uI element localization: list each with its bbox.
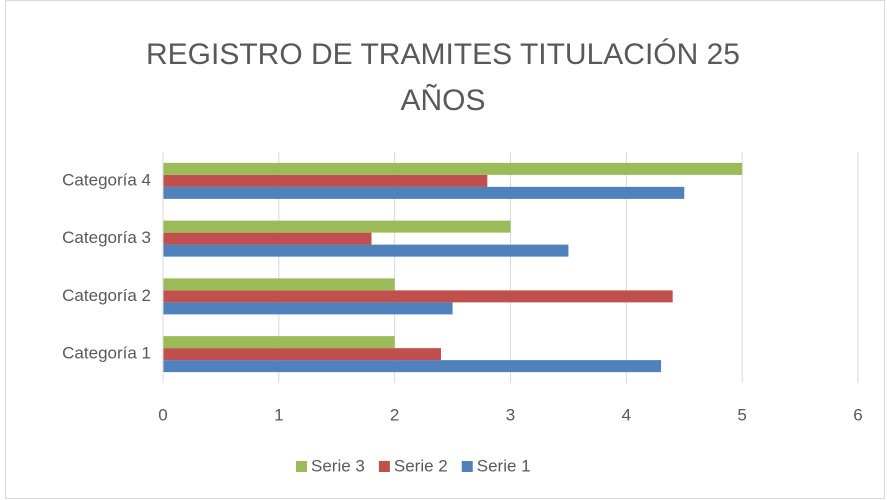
- x-tick-label: 5: [737, 405, 746, 424]
- bar: [163, 360, 662, 373]
- bar: [163, 174, 488, 187]
- bar: [163, 348, 441, 361]
- bar: [163, 290, 673, 303]
- legend-label: Serie 2: [394, 456, 448, 475]
- bar: [163, 162, 743, 175]
- x-tick-label: 4: [622, 405, 631, 424]
- legend-label: Serie 3: [311, 456, 365, 475]
- chart-frame: [5, 0, 885, 499]
- legend-swatch: [378, 461, 390, 472]
- y-tick-label: Categoría 2: [62, 286, 151, 305]
- x-tick-label: 0: [158, 405, 167, 424]
- y-tick-label: Categoría 1: [62, 344, 151, 363]
- x-tick-label: 3: [506, 405, 515, 424]
- x-tick-label: 6: [853, 405, 862, 424]
- bar: [163, 220, 511, 233]
- bar: [163, 336, 395, 349]
- y-tick-label: Categoría 3: [62, 228, 151, 247]
- bar: [163, 278, 395, 291]
- y-tick-label: Categoría 4: [62, 170, 151, 189]
- x-tick-label: 1: [274, 405, 283, 424]
- legend-label: Serie 1: [477, 456, 531, 475]
- x-tick-label: 2: [390, 405, 399, 424]
- bar: [163, 232, 372, 245]
- bar: [163, 302, 453, 315]
- legend-swatch: [296, 461, 307, 472]
- bar: [163, 244, 569, 257]
- bar: [163, 186, 685, 199]
- chart-title: REGISTRO DE TRAMITES TITULACIÓN 25 AÑOS: [146, 38, 740, 117]
- legend-swatch: [461, 461, 473, 472]
